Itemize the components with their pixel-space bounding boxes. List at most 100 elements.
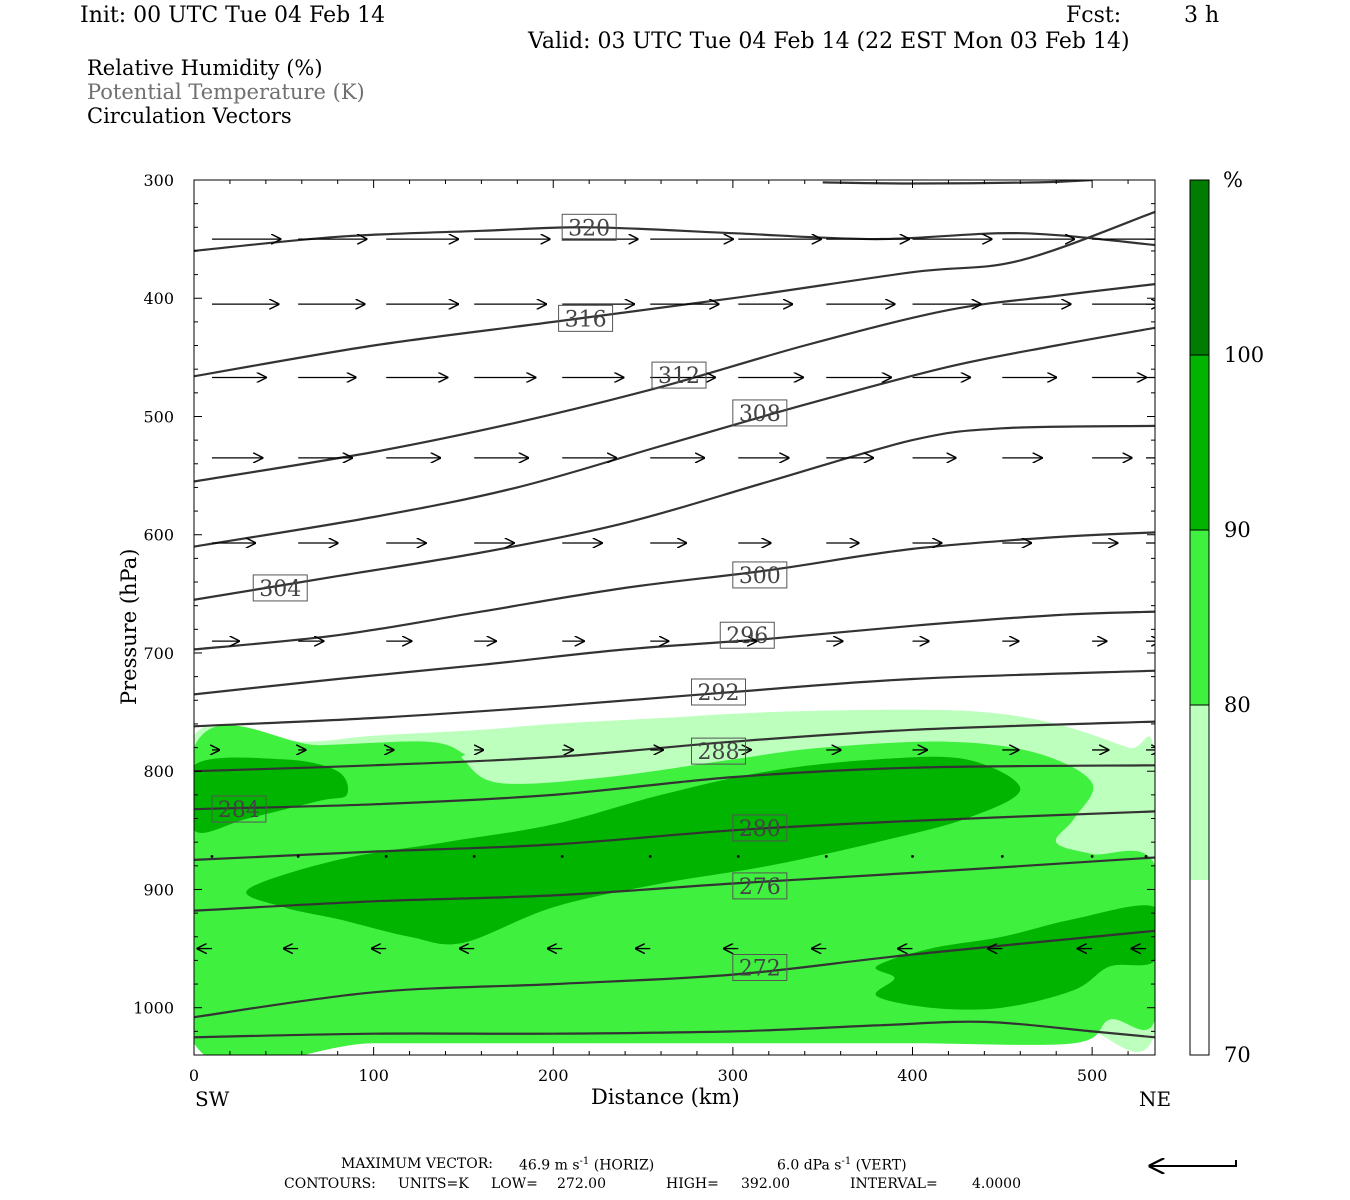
potential-temperature-contours (194, 180, 1155, 1039)
vector-arrow (824, 854, 828, 858)
relative-humidity-fill (194, 709, 1155, 1055)
x-tick-label-0: 0 (189, 1066, 199, 1085)
theta-contour-312 (194, 283, 1155, 483)
theta-contour-280 (194, 810, 1155, 861)
y-axis-title: Pressure (hPa) (117, 548, 141, 705)
axes: 0 100 200 300 400 500 300 400 500 600 700 800 900 100… (133, 171, 1155, 1085)
theta-label-316: 316 (558, 304, 614, 332)
theta-label-288: 288 (691, 737, 747, 765)
x-tick-label-400: 400 (897, 1066, 928, 1085)
theta-label-text-272: 272 (739, 957, 781, 982)
vector-arrow (736, 854, 740, 858)
x-axis-title: Distance (km) (591, 1085, 740, 1109)
y-tick-label-900: 900 (143, 880, 174, 899)
theta-label-box-292 (691, 678, 747, 706)
theta-label-box-280 (732, 814, 788, 842)
theta-label-text-296: 296 (726, 624, 768, 649)
legend-relative-humidity: Relative Humidity (%) (87, 56, 323, 80)
reference-vector (1150, 1160, 1237, 1167)
contours-high-label: HIGH= (666, 1176, 719, 1192)
x-end-label-right: NE (1139, 1087, 1172, 1111)
y-tick-label-800: 800 (143, 762, 174, 781)
y-tick-label-500: 500 (143, 407, 174, 426)
vert-unit: (VERT) (855, 1157, 907, 1174)
theta-label-296: 296 (719, 621, 775, 649)
theta-label-text-280: 280 (739, 817, 781, 842)
horiz-value: 46.9 m s (519, 1157, 580, 1174)
y-tick-label-600: 600 (143, 526, 174, 545)
circulation-vectors (198, 239, 1155, 948)
y-tick-label-700: 700 (143, 644, 174, 663)
max-vector-label: MAXIMUM VECTOR: (341, 1156, 493, 1172)
init-time: Init: 00 UTC Tue 04 Feb 14 (80, 3, 386, 28)
theta-contour-296 (194, 610, 1155, 696)
theta-label-text-320: 320 (568, 216, 610, 241)
theta-label-box-288 (691, 737, 747, 765)
horiz-exponent: -1 (579, 1156, 590, 1167)
max-vector-vert: 6.0 dPa s-1 (VERT) (777, 1156, 907, 1174)
colorbar-band-90 (1190, 355, 1209, 530)
theta-contour-300 (194, 531, 1155, 651)
theta-label-box-284 (211, 795, 267, 823)
max-vector-horiz: 46.9 m s-1 (HORIZ) (519, 1156, 654, 1174)
vert-value: 6.0 dPa s (777, 1157, 842, 1174)
colorbar-unit: % (1223, 168, 1243, 192)
theta-contour-304 (194, 424, 1155, 601)
theta-contour-272 (194, 929, 1155, 1019)
colorbar-band-0 (1190, 880, 1209, 1055)
vector-arrow (1090, 854, 1094, 858)
theta-label-text-276: 276 (739, 875, 781, 900)
theta-label-box-296 (719, 621, 775, 649)
theta-label-box-316 (558, 304, 614, 332)
theta-label-276: 276 (732, 872, 788, 900)
plot-frame (193, 179, 1156, 1056)
theta-label-text-308: 308 (739, 402, 781, 427)
theta-label-text-292: 292 (698, 681, 740, 706)
theta-label-box-308 (732, 399, 788, 427)
theta-label-284: 284 (211, 795, 267, 823)
theta-label-312: 312 (651, 361, 707, 389)
colorbar-band-70 (1190, 705, 1209, 880)
theta-label-272: 272 (732, 954, 788, 982)
rh-region-90-2 (194, 757, 349, 833)
contours-interval-label: INTERVAL= (850, 1176, 938, 1192)
y-tick-label-300: 300 (143, 171, 174, 190)
forecast-hour: 3 h (1184, 3, 1220, 28)
x-tick-label-300: 300 (718, 1066, 749, 1085)
legend-potential-temperature: Potential Temperature (K) (87, 80, 365, 104)
contours-high: 392.00 (741, 1176, 790, 1192)
vector-arrow (296, 854, 300, 858)
vector-arrow (1000, 854, 1004, 858)
vector-arrow (384, 854, 388, 858)
theta-contour-308 (194, 326, 1155, 548)
vector-arrow (472, 854, 476, 858)
theta-label-text-300: 300 (739, 564, 781, 589)
theta-label-304: 304 (252, 574, 308, 602)
contours-interval: 4.0000 (972, 1176, 1021, 1192)
theta-label-box-320 (561, 213, 617, 241)
x-tick-label-200: 200 (538, 1066, 569, 1085)
theta-contour-284 (194, 764, 1155, 811)
theta-contour-unlabeled-14 (194, 1020, 1155, 1039)
vert-exponent: -1 (841, 1156, 852, 1167)
contour-labels: 320 316 312 308 304 300 296 292 288 284 280 276 272 (211, 213, 788, 982)
theta-label-box-312 (651, 361, 707, 389)
colorbar-label-90: 90 (1224, 518, 1251, 542)
y-tick-label-400: 400 (143, 289, 174, 308)
theta-label-text-304: 304 (259, 577, 301, 602)
y-tick-label-1000: 1000 (133, 999, 174, 1018)
vector-arrow (210, 854, 214, 858)
contours-label: CONTOURS: (284, 1176, 376, 1192)
theta-label-308: 308 (732, 399, 788, 427)
theta-label-280: 280 (732, 814, 788, 842)
theta-label-box-304 (252, 574, 308, 602)
vector-arrow (648, 854, 652, 858)
theta-label-text-312: 312 (658, 364, 700, 389)
x-end-label-left: SW (195, 1087, 230, 1111)
colorbar-band-80 (1190, 530, 1209, 705)
vector-arrow (560, 854, 564, 858)
colorbar-band-100 (1190, 180, 1209, 355)
theta-label-292: 292 (691, 678, 747, 706)
theta-label-320: 320 (561, 213, 617, 241)
